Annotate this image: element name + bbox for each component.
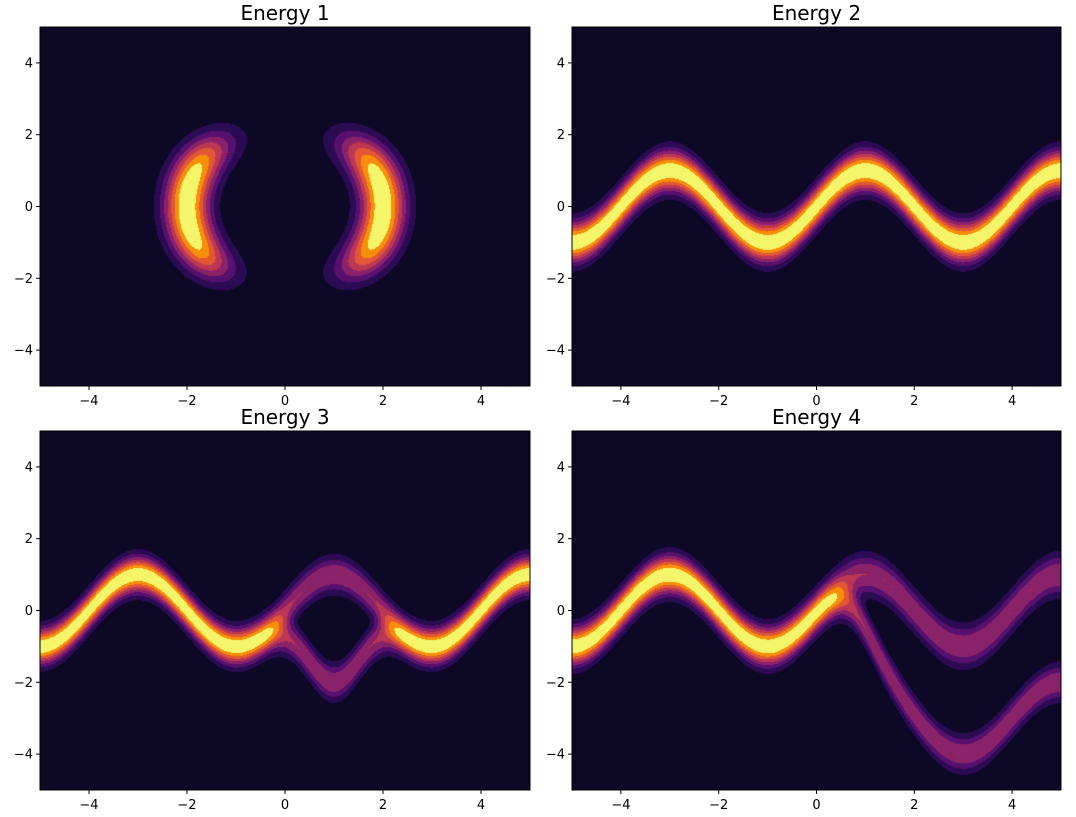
x-tick-label: −2	[177, 798, 196, 813]
y-tick-label: −4	[14, 344, 33, 359]
x-tick-label: 0	[281, 798, 289, 813]
y-axis: −4 −2 0 2 4	[14, 56, 40, 359]
contour-fill	[40, 431, 530, 790]
x-tick-label: −2	[709, 394, 728, 409]
y-tick-label: 2	[557, 128, 565, 143]
y-tick-label: −4	[546, 344, 565, 359]
x-tick-label: 4	[477, 394, 485, 409]
y-axis: −4 −2 0 2 4	[546, 460, 572, 763]
x-axis: −4 −2 0 2 4	[79, 386, 485, 409]
y-tick-label: −2	[14, 676, 33, 691]
y-axis: −4 −2 0 2 4	[546, 56, 572, 359]
y-axis: −4 −2 0 2 4	[14, 460, 40, 763]
y-tick-label: −4	[14, 748, 33, 763]
y-tick-label: 2	[25, 532, 33, 547]
x-tick-label: −2	[177, 394, 196, 409]
x-tick-label: −4	[611, 798, 630, 813]
x-tick-label: −2	[709, 798, 728, 813]
y-tick-label: 0	[557, 200, 565, 215]
chart-title: Energy 1	[240, 1, 329, 25]
y-tick-label: 4	[557, 460, 565, 475]
x-tick-label: 0	[812, 394, 820, 409]
density-contours	[572, 431, 1061, 790]
x-tick-label: −4	[79, 798, 98, 813]
x-tick-label: 2	[910, 394, 918, 409]
y-tick-label: 4	[25, 460, 33, 475]
x-tick-label: 4	[1008, 798, 1016, 813]
y-tick-label: −2	[14, 272, 33, 287]
y-tick-label: 2	[557, 532, 565, 547]
chart-title: Energy 3	[240, 405, 329, 429]
subplot-energy-2: Energy 2 −4 −2 0 2 4 −4 −2 0 2 4	[546, 1, 1062, 409]
chart-title: Energy 2	[772, 1, 861, 25]
x-tick-label: 4	[477, 798, 485, 813]
x-tick-label: 2	[379, 798, 387, 813]
x-axis: −4 −2 0 2 4	[611, 386, 1016, 409]
y-tick-label: 0	[557, 604, 565, 619]
y-tick-label: 2	[25, 128, 33, 143]
density-contours	[40, 27, 530, 386]
subplot-energy-1: Energy 1 −4 −2 0 2 4 −4 −2 0 2 4	[14, 1, 531, 409]
density-contours	[572, 27, 1061, 386]
y-tick-label: −2	[546, 676, 565, 691]
y-tick-label: −2	[546, 272, 565, 287]
contour-fill	[572, 27, 1061, 386]
subplot-energy-4: Energy 4 −4 −2 0 2 4 −4 −2 0 2 4	[546, 405, 1062, 813]
x-tick-label: 0	[812, 798, 820, 813]
x-tick-label: 2	[910, 798, 918, 813]
x-tick-label: −4	[611, 394, 630, 409]
density-contours	[40, 431, 530, 790]
y-tick-label: 0	[25, 604, 33, 619]
subplot-energy-3: Energy 3 −4 −2 0 2 4 −4 −2 0 2 4	[14, 405, 531, 813]
x-tick-label: 0	[281, 394, 289, 409]
x-tick-label: −4	[79, 394, 98, 409]
y-tick-label: 4	[25, 56, 33, 71]
y-tick-label: 0	[25, 200, 33, 215]
x-axis: −4 −2 0 2 4	[611, 790, 1016, 813]
contour-fill	[572, 431, 1061, 790]
x-tick-label: 4	[1008, 394, 1016, 409]
y-tick-label: −4	[546, 748, 565, 763]
y-tick-label: 4	[557, 56, 565, 71]
x-axis: −4 −2 0 2 4	[79, 790, 485, 813]
x-tick-label: 2	[379, 394, 387, 409]
chart-title: Energy 4	[772, 405, 861, 429]
contour-fill	[40, 27, 530, 386]
